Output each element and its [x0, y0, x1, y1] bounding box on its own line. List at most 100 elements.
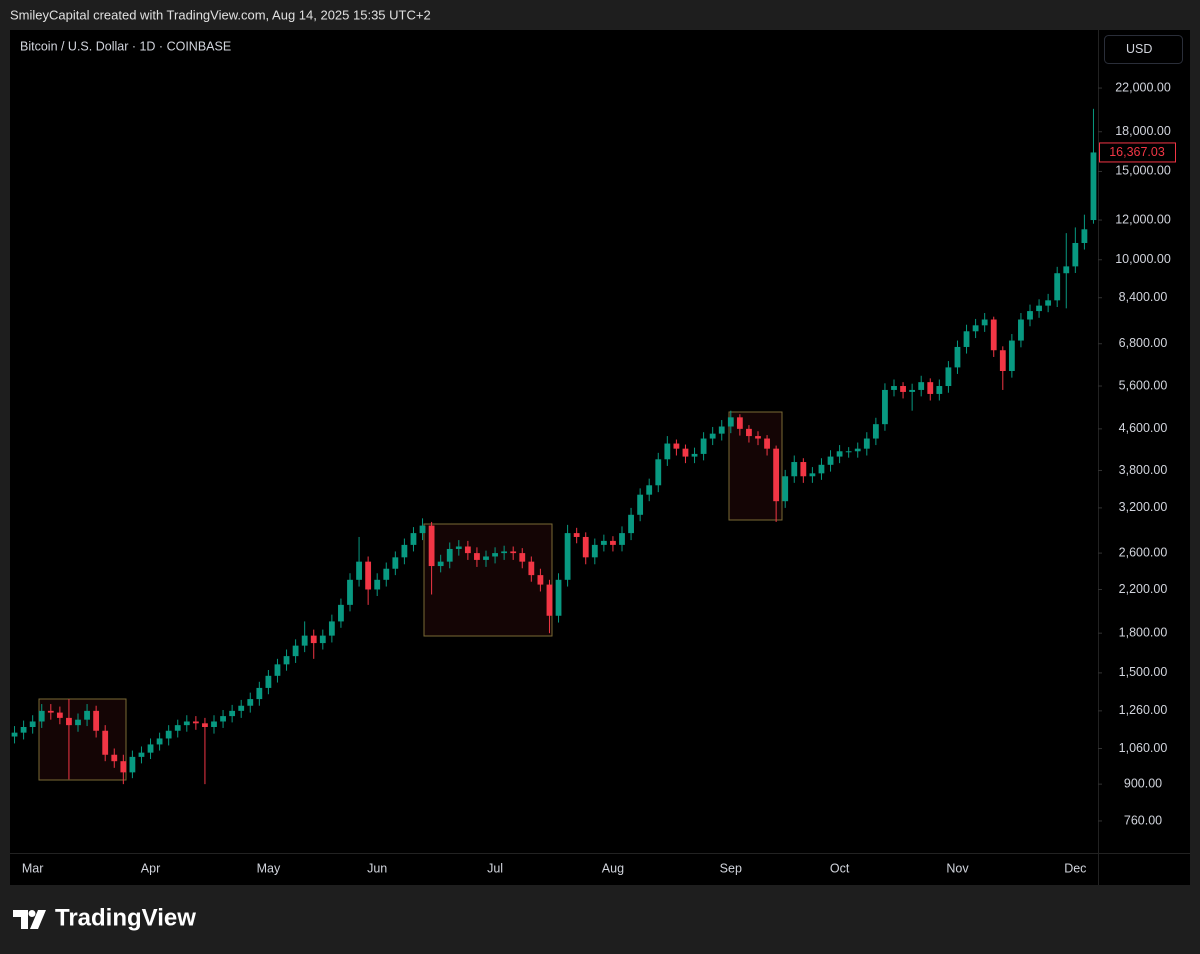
candle-body — [836, 451, 843, 457]
currency-label[interactable]: USD — [1126, 42, 1152, 56]
candle-body — [229, 710, 236, 717]
candle-body — [446, 548, 453, 562]
candle-body — [111, 754, 118, 762]
y-tick-label: 12,000.00 — [1115, 212, 1171, 226]
candle-body — [573, 533, 580, 537]
last-price-label: 16,367.03 — [1109, 145, 1165, 159]
y-tick-label: 760.00 — [1124, 813, 1162, 827]
candle-body — [474, 553, 480, 560]
candle-body — [383, 568, 390, 580]
candle-body — [981, 319, 988, 326]
plot: 22,000.00 18,000.00 15,000.00 12,000.00 10,0… — [11, 80, 1176, 875]
candle-body — [990, 319, 997, 351]
candle-body — [410, 533, 417, 545]
brand-logo — [13, 910, 46, 929]
candle-body — [365, 561, 372, 590]
candle-body — [537, 575, 544, 585]
candle-body — [863, 438, 870, 449]
y-tick-label: 900.00 — [1124, 776, 1162, 790]
candle-body — [29, 721, 36, 727]
candle-body — [66, 717, 72, 726]
currency-button[interactable] — [1104, 35, 1183, 64]
y-tick-label: 5,600.00 — [1119, 378, 1168, 392]
y-tick-label: 8,400.00 — [1119, 290, 1168, 304]
candle-body — [999, 350, 1006, 371]
candle-body — [827, 456, 834, 465]
candle-body — [519, 553, 526, 562]
candle-body — [1054, 273, 1061, 301]
x-tick-label: Jun — [367, 861, 387, 875]
last-price-badge — [1099, 142, 1176, 163]
candle-body — [310, 635, 317, 644]
candle-body — [564, 533, 571, 580]
candle-body — [192, 721, 199, 724]
candle-body — [945, 367, 952, 387]
candle-body — [854, 448, 861, 452]
candle-body — [1072, 242, 1079, 267]
x-tick-label: Sep — [720, 861, 742, 875]
candle-body — [1090, 152, 1097, 221]
candle-body — [972, 325, 979, 332]
candle-body — [528, 561, 535, 576]
candle-body — [963, 331, 970, 347]
candle-body — [764, 438, 770, 449]
y-tick-label: 2,200.00 — [1119, 582, 1168, 596]
candle-body — [292, 645, 299, 657]
candle-body — [1008, 340, 1015, 371]
candle-body — [882, 389, 888, 425]
y-tick-label: 2,600.00 — [1119, 545, 1168, 559]
candle-body — [338, 604, 344, 622]
candle-body — [20, 726, 27, 733]
y-tick-label: 18,000.00 — [1115, 124, 1171, 138]
y-tick-label: 3,200.00 — [1119, 500, 1168, 514]
candle-body — [238, 705, 245, 711]
candle-body — [1045, 300, 1052, 306]
candle-body — [510, 551, 517, 554]
y-tick-label: 1,500.00 — [1119, 665, 1168, 679]
candle-body — [93, 710, 100, 731]
candle-body — [437, 561, 444, 567]
candle-body — [727, 417, 734, 427]
y-tick-label: 1,060.00 — [1119, 741, 1168, 755]
candle-body — [664, 443, 671, 460]
y-tick-label: 1,800.00 — [1119, 625, 1168, 639]
y-tick-label: 1,260.00 — [1119, 703, 1168, 717]
candle-body — [183, 721, 190, 726]
candle-body — [555, 579, 562, 616]
candle-body — [1063, 266, 1070, 274]
candle-body — [600, 540, 607, 545]
y-tick-label: 10,000.00 — [1115, 252, 1171, 266]
candle-body — [673, 443, 680, 449]
candle-body — [319, 635, 326, 644]
candle-body — [328, 621, 335, 636]
candle-body — [428, 525, 435, 567]
candle-body — [256, 687, 263, 700]
candle-body — [392, 557, 399, 569]
candle-body — [782, 476, 789, 502]
candle-body — [102, 730, 109, 755]
chart-panel — [10, 30, 1190, 885]
candle-body — [582, 536, 589, 558]
candle-body — [954, 346, 961, 368]
candle-body — [800, 462, 807, 477]
candle-body — [165, 730, 172, 739]
candle-body — [138, 752, 145, 757]
candle-body — [356, 561, 362, 580]
x-tick-label: Aug — [602, 861, 624, 875]
candle-body — [265, 675, 272, 688]
x-tick-label: Mar — [22, 861, 44, 875]
x-tick-label: Nov — [946, 861, 969, 875]
candle-body — [546, 584, 553, 616]
candle-body — [492, 553, 498, 557]
candle-body — [211, 721, 217, 727]
candle-body — [301, 635, 308, 646]
highlight-box — [423, 523, 553, 637]
candle-body — [501, 551, 508, 554]
candle-body — [909, 389, 916, 392]
y-tick-label: 3,800.00 — [1119, 463, 1168, 477]
candle-body — [84, 710, 90, 720]
candle-body — [700, 438, 707, 454]
candle-body — [682, 448, 689, 457]
candle-body — [845, 451, 852, 453]
x-tick-label: Oct — [830, 861, 850, 875]
